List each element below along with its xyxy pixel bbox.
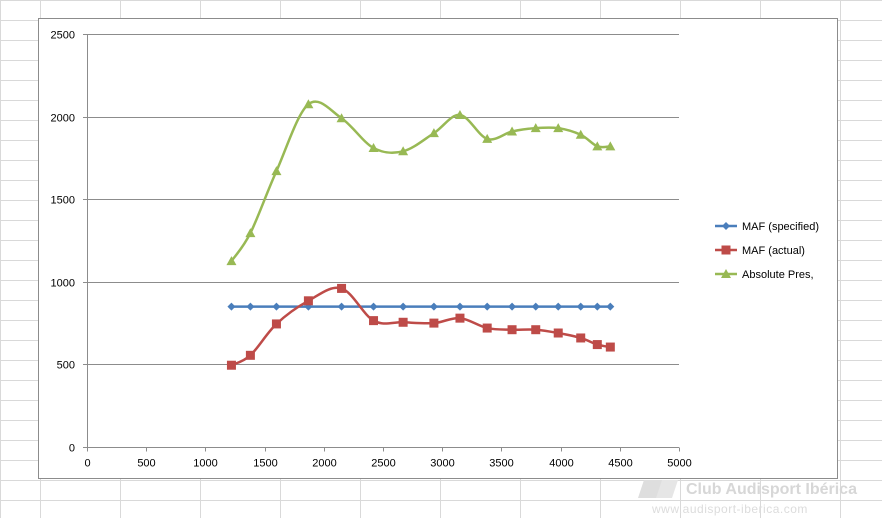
legend-label: MAF (specified) xyxy=(742,221,819,233)
data-point xyxy=(227,302,236,311)
data-point xyxy=(369,316,379,326)
data-point xyxy=(530,123,541,133)
data-point xyxy=(455,313,465,323)
data-point xyxy=(398,146,409,156)
x-tick-label: 3500 xyxy=(489,458,513,470)
data-point xyxy=(303,296,313,306)
data-point xyxy=(454,109,465,119)
legend-marker xyxy=(721,245,731,255)
data-point xyxy=(508,302,517,311)
data-point xyxy=(226,360,236,370)
data-point xyxy=(368,142,379,152)
data-point xyxy=(399,302,408,311)
series-group xyxy=(227,302,615,311)
data-point xyxy=(398,317,408,327)
x-tick-label: 0 xyxy=(84,458,90,470)
data-point xyxy=(336,113,347,123)
x-tick-label: 5000 xyxy=(667,458,691,470)
data-point xyxy=(303,99,314,109)
chart-area[interactable]: 0 500 1000 1500 2000 2500 0 500 1000 1500 2000 2500… xyxy=(38,18,838,479)
x-tick-label: 500 xyxy=(137,458,155,470)
x-tick-label: 1000 xyxy=(193,458,217,470)
legend-label: MAF (actual) xyxy=(742,245,805,257)
data-point xyxy=(245,350,255,360)
data-point xyxy=(482,133,493,143)
data-point xyxy=(337,283,347,293)
data-point xyxy=(428,128,439,138)
data-point xyxy=(482,323,492,333)
data-point xyxy=(593,302,602,311)
y-tick-label: 0 xyxy=(69,443,75,455)
legend-item[interactable]: Absolute Pres, xyxy=(715,269,814,281)
legend-label: Absolute Pres, xyxy=(742,269,814,281)
data-point xyxy=(554,302,563,311)
x-tick-label: 1500 xyxy=(253,458,277,470)
data-point xyxy=(507,325,517,335)
data-point xyxy=(531,302,540,311)
data-point xyxy=(271,166,282,176)
data-point xyxy=(575,129,586,139)
chart-svg: 0 500 1000 1500 2000 2500 0 500 1000 1500 2000 2500… xyxy=(51,30,820,470)
data-point xyxy=(606,302,615,311)
data-point xyxy=(226,256,237,266)
data-point xyxy=(245,228,256,238)
x-tick-label: 2500 xyxy=(371,458,395,470)
data-point xyxy=(337,302,346,311)
data-point xyxy=(605,342,615,352)
data-point xyxy=(592,141,603,151)
data-point xyxy=(272,302,281,311)
data-point xyxy=(455,302,464,311)
legend-marker xyxy=(721,269,731,278)
data-point xyxy=(592,340,602,350)
series-line xyxy=(230,286,611,367)
data-point xyxy=(576,302,585,311)
legend-item[interactable]: MAF (actual) xyxy=(715,245,805,257)
data-point xyxy=(271,319,281,329)
legend-item[interactable]: MAF (specified) xyxy=(715,221,819,233)
x-tick-label: 3000 xyxy=(430,458,454,470)
x-tick-label: 2000 xyxy=(312,458,336,470)
data-point xyxy=(369,302,378,311)
data-point xyxy=(553,123,564,133)
data-point xyxy=(483,302,492,311)
y-tick-label: 2500 xyxy=(51,30,75,42)
data-point xyxy=(429,318,439,328)
data-point xyxy=(605,141,616,151)
data-point xyxy=(429,302,438,311)
x-tick-label: 4000 xyxy=(549,458,573,470)
y-tick-label: 1500 xyxy=(51,195,75,207)
data-point xyxy=(246,302,255,311)
data-point xyxy=(531,325,541,335)
data-point xyxy=(553,328,563,338)
x-tick-label: 4500 xyxy=(608,458,632,470)
series-line xyxy=(230,100,611,262)
y-tick-label: 2000 xyxy=(51,113,75,125)
series-group xyxy=(226,283,615,370)
legend-marker xyxy=(722,222,730,230)
y-tick-label: 500 xyxy=(57,360,75,372)
data-point xyxy=(507,126,518,136)
y-tick-label: 1000 xyxy=(51,278,75,290)
series-group xyxy=(226,99,616,266)
data-point xyxy=(576,333,586,343)
